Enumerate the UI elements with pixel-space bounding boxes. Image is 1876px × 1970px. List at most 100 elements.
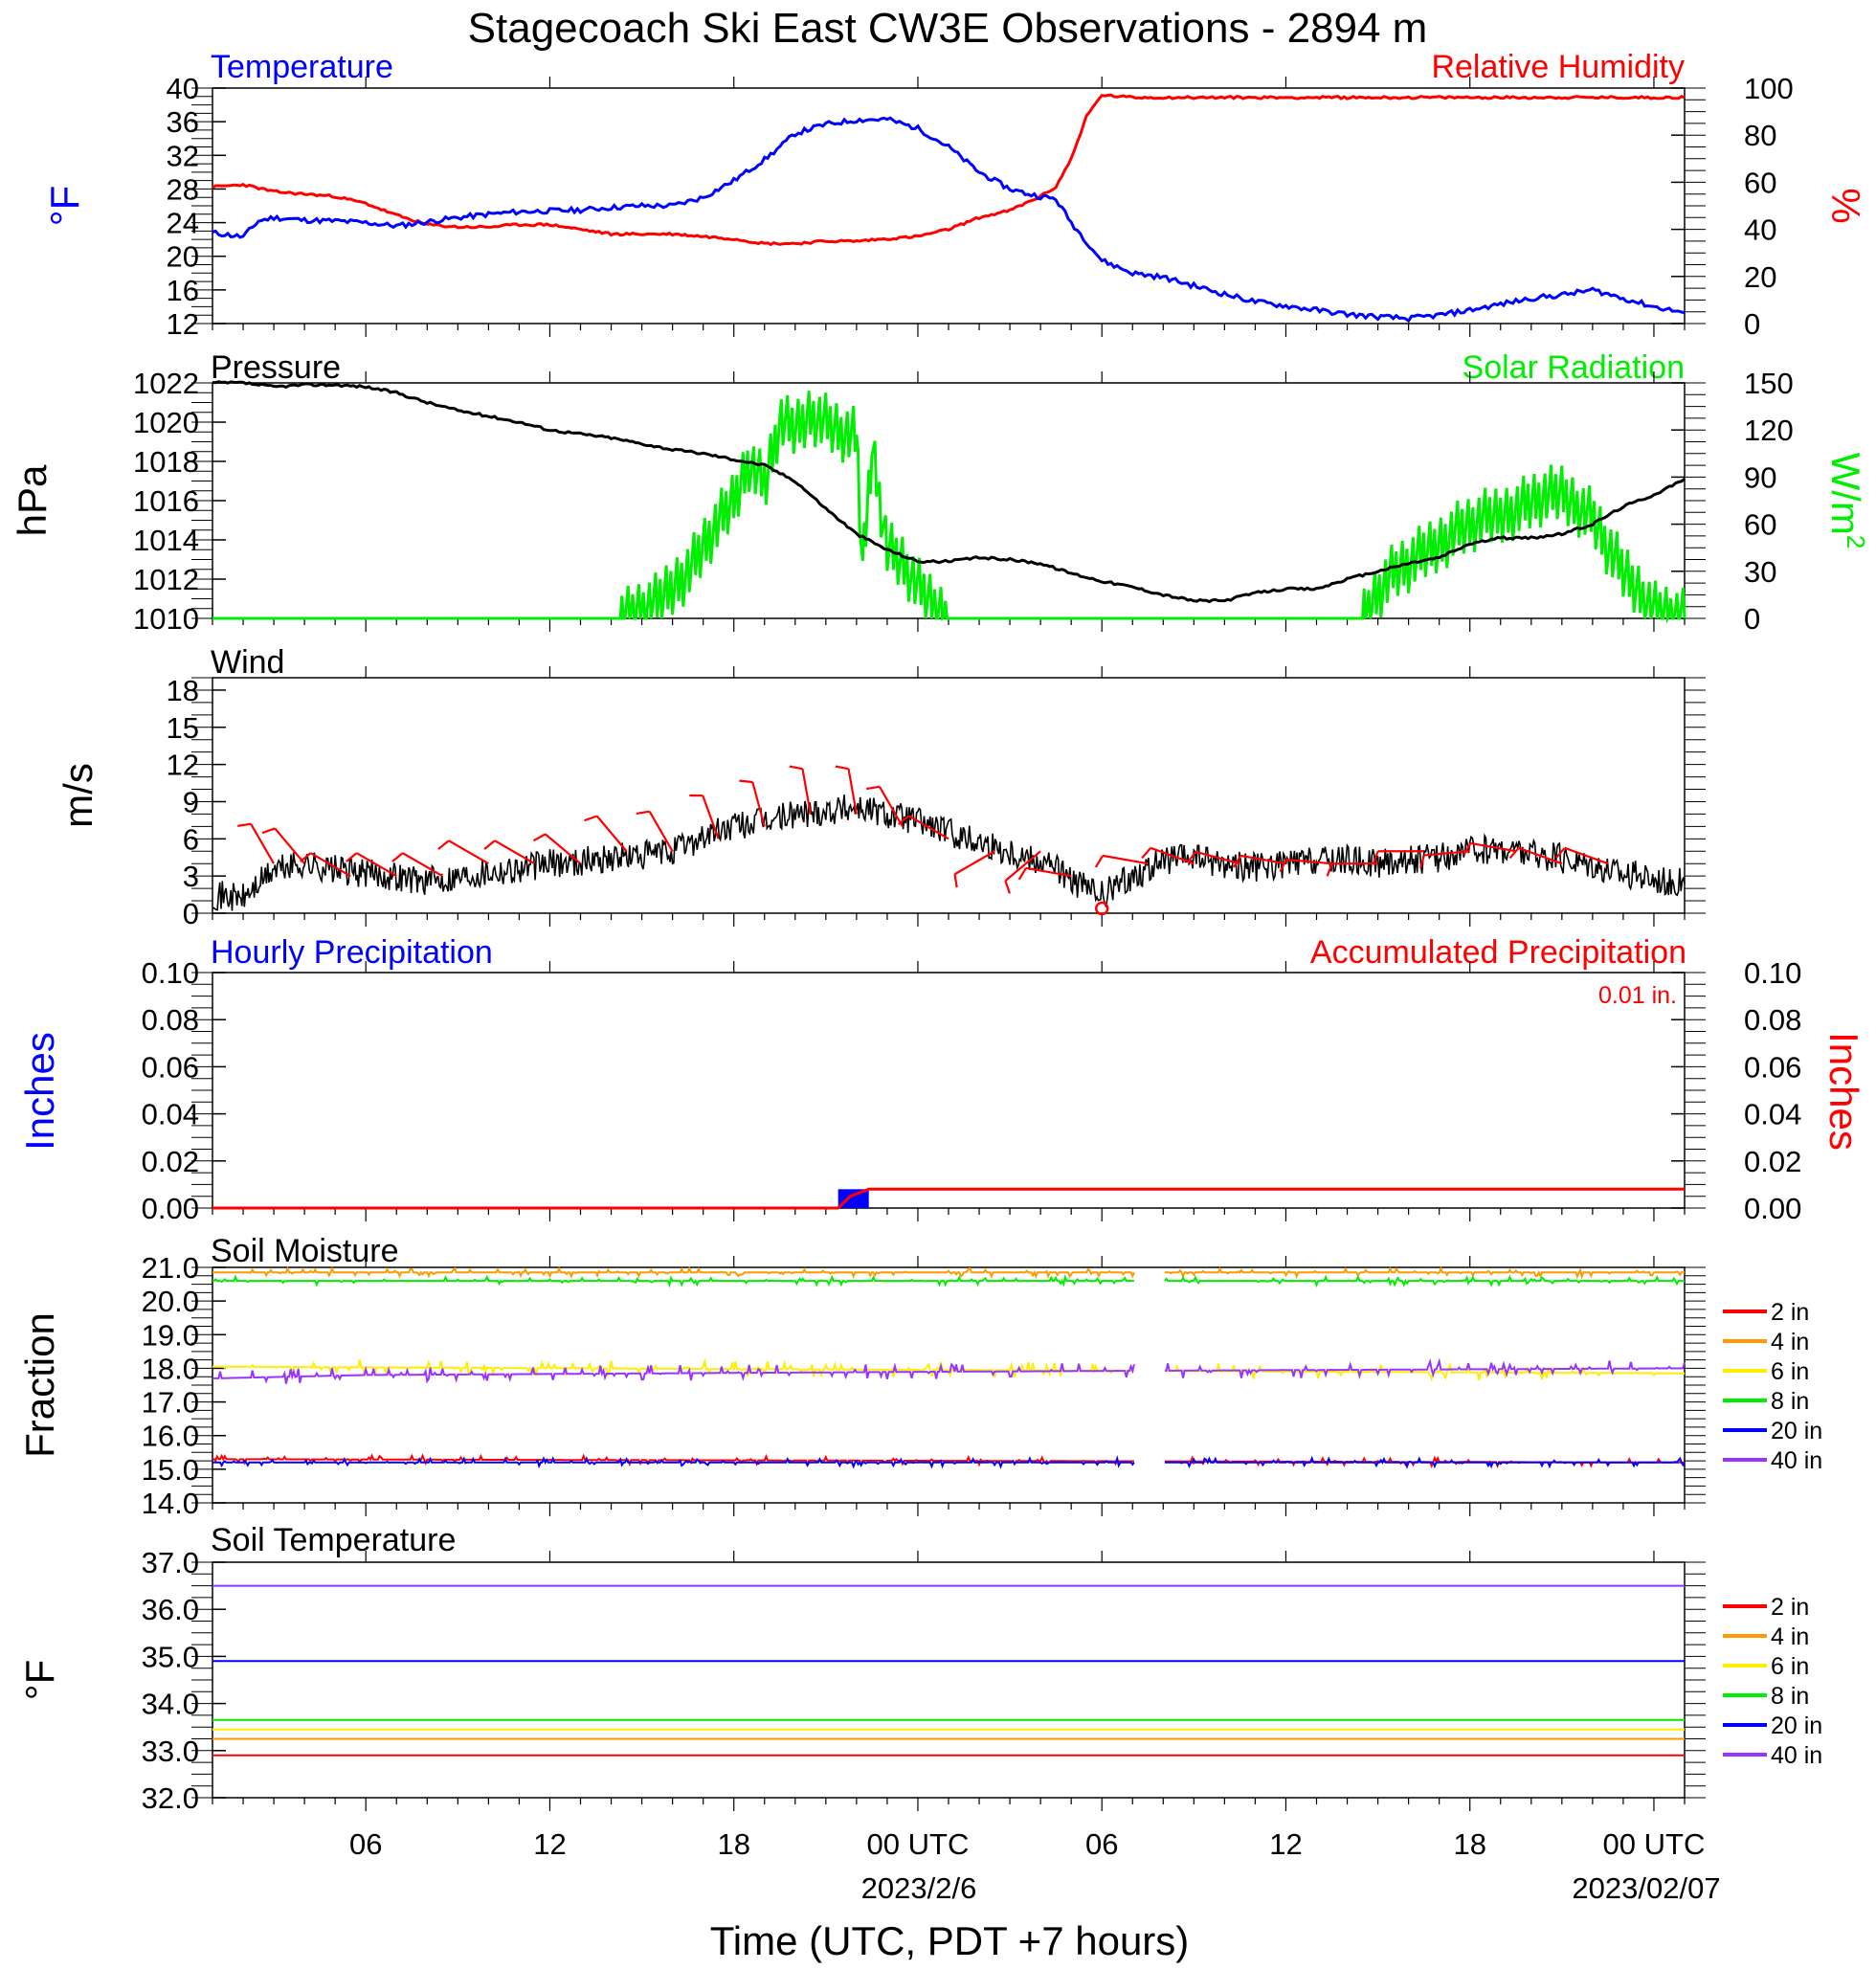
wind-right-minor-ticks: [1685, 677, 1706, 914]
legend-label: 20 in: [1771, 1418, 1822, 1444]
y-tick-label: 1010: [133, 602, 199, 636]
precip-total-label: 0.01 in.: [1598, 982, 1677, 1009]
solar-ylabel: W/m2: [1823, 453, 1870, 549]
solar-line: [212, 391, 1686, 624]
wind-barb: [953, 850, 995, 888]
y-tick-label: 120: [1744, 414, 1794, 447]
y-tick-label: 20: [1744, 260, 1776, 294]
soil-temperature-y-ticks: 32.0 33.0 34.0 35.0 36.0 37.0: [142, 1546, 226, 1815]
wind-barb: [1279, 858, 1332, 873]
y-tick-label: 14.0: [142, 1487, 199, 1520]
panel-soil-temperature-frame: [212, 1561, 1686, 1799]
y-tick-label: 1018: [133, 445, 199, 479]
y-tick-label: 6: [183, 822, 199, 856]
soil-moisture-line: [1164, 1357, 1686, 1379]
y-tick-label: 20.0: [142, 1285, 199, 1318]
hourly-precip-title: Hourly Precipitation: [211, 934, 493, 971]
y-tick-label: 0.06: [142, 1050, 199, 1084]
humidity-title: Relative Humidity: [1431, 49, 1685, 85]
wind-barb: [1372, 850, 1424, 864]
wind-barb: [391, 852, 443, 878]
wind-barb: [1508, 846, 1563, 865]
wind-x-ticks: [212, 666, 1686, 927]
wind-barb: [437, 839, 489, 865]
y-tick-label: 3: [183, 860, 199, 893]
wind-barb: [1141, 846, 1195, 865]
legend-label: 2 in: [1771, 1299, 1809, 1326]
x-tick-label: 06: [1085, 1827, 1118, 1861]
y-tick-label: 34.0: [142, 1688, 199, 1721]
precip-x-ticks: [212, 961, 1686, 1221]
panel-wind-frame: [212, 677, 1686, 914]
humidity-ylabel: %: [1823, 188, 1868, 223]
x-tick-label: 18: [1453, 1827, 1485, 1861]
y-tick-label: 0.06: [1744, 1050, 1801, 1084]
y-tick-label: 0: [1744, 602, 1760, 636]
soil-moisture-y-ticks: 14.015.016.017.018.019.020.021.0: [142, 1251, 226, 1520]
wind-barb: [1463, 841, 1516, 856]
legend-label: 8 in: [1771, 1683, 1809, 1710]
accum-precip-y-ticks: 0.00 0.02 0.04 0.06 0.08 0.10: [1671, 956, 1801, 1225]
legend-item: 20 in: [1723, 1418, 1822, 1444]
legend-item: 4 in: [1723, 1623, 1809, 1650]
legend-label: 4 in: [1771, 1623, 1809, 1650]
solar-y-ticks: 0 30 60 90 120 150: [1671, 367, 1794, 636]
y-tick-label: 0.08: [1744, 1003, 1801, 1037]
legend-item: 4 in: [1723, 1329, 1809, 1355]
y-tick-label: 60: [1744, 508, 1776, 542]
hourly-precip-ylabel: Inches: [17, 1032, 62, 1151]
panel-pressure-frame: [212, 382, 1686, 619]
y-tick-label: 40: [1744, 213, 1776, 247]
y-tick-label: 150: [1744, 367, 1794, 400]
y-tick-label: 1012: [133, 563, 199, 596]
y-tick-label: 1022: [133, 367, 199, 400]
figure-title: Stagecoach Ski East CW3E Observations - …: [468, 5, 1428, 52]
soil-moisture-right-minor-ticks: [1685, 1266, 1706, 1504]
wind-barb: [237, 822, 276, 864]
wind-barb: [865, 785, 904, 827]
y-tick-label: 1016: [133, 484, 199, 518]
wind-barb: [1326, 862, 1378, 877]
y-tick-label: 0.02: [1744, 1145, 1801, 1178]
legend-label: 4 in: [1771, 1329, 1809, 1355]
wind-barb: [739, 779, 766, 827]
y-tick-label: 0.04: [142, 1098, 199, 1131]
wind-barb-calm: [1094, 901, 1109, 916]
wind-barb: [1094, 854, 1149, 868]
y-tick-label: 16.0: [142, 1420, 199, 1453]
y-tick-label: 0.10: [142, 956, 199, 990]
soil-moisture-line: [212, 1362, 1135, 1384]
legend-item: 2 in: [1723, 1594, 1809, 1621]
y-tick-label: 0.08: [142, 1003, 199, 1037]
temperature-title: Temperature: [211, 49, 393, 85]
legend-item: 40 in: [1723, 1742, 1822, 1769]
panel-soil-temperature: Soil Temperature °F 32.0 33.0 34.0 35.0 36.0…: [17, 1522, 1822, 1815]
soil-temperature-x-ticks: [212, 1551, 1686, 1811]
x-axis-label: Time (UTC, PDT +7 hours): [710, 1918, 1190, 1963]
y-tick-label: 0.00: [1744, 1192, 1801, 1225]
legend-label: 2 in: [1771, 1594, 1809, 1621]
soil-moisture-line: [1164, 1274, 1686, 1288]
y-tick-label: 0.10: [1744, 956, 1801, 990]
x-tick-label: 12: [1269, 1827, 1302, 1861]
soil-temperature-ylabel: °F: [17, 1660, 62, 1700]
date-label-feb7: 2023/02/07: [1572, 1871, 1720, 1905]
solar-title: Solar Radiation: [1463, 349, 1685, 386]
soil-moisture-line: [1164, 1455, 1686, 1469]
y-tick-label: 30: [1744, 555, 1776, 589]
soil-moisture-ylabel: Fraction: [17, 1312, 62, 1458]
y-tick-label: 21.0: [142, 1251, 199, 1285]
y-tick-label: 90: [1744, 460, 1776, 494]
wind-barb: [689, 794, 720, 839]
wind-barb: [1554, 846, 1609, 865]
x-tick-label: 06: [349, 1827, 382, 1861]
wind-barb: [1004, 850, 1041, 894]
pressure-title: Pressure: [211, 349, 341, 386]
wind-barb: [261, 827, 305, 864]
wind-barb: [483, 839, 535, 865]
y-tick-label: 37.0: [142, 1546, 199, 1579]
panel-soil-moisture-frame: [212, 1266, 1686, 1504]
y-tick-label: 0.04: [1744, 1098, 1801, 1131]
